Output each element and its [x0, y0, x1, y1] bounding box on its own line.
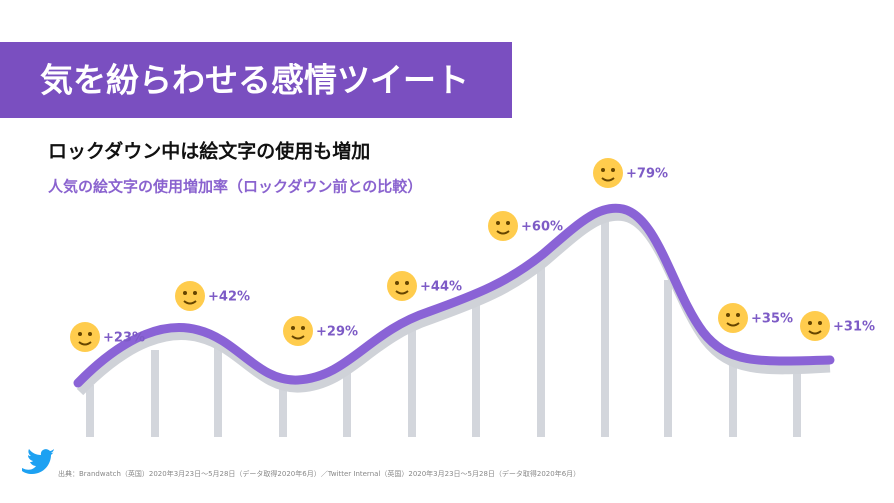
- emoji-face: [283, 316, 313, 346]
- emoji-mouth: [78, 341, 92, 346]
- title-banner: [0, 42, 512, 118]
- post: [408, 330, 416, 437]
- emoji-eye: [193, 291, 197, 295]
- post: [214, 345, 222, 437]
- emoji-eye: [183, 291, 187, 295]
- emoji-eye: [818, 321, 822, 325]
- emoji-eye: [395, 281, 399, 285]
- source: 出典：Brandwatch（英国）2020年3月23日〜5月28日（データ取得2…: [58, 469, 580, 478]
- emoji-eye: [405, 281, 409, 285]
- emoji-mouth: [496, 230, 510, 235]
- emoji-eye: [88, 332, 92, 336]
- heading: ロックダウン中は絵文字の使用も増加: [48, 140, 370, 163]
- emoji-mouth: [726, 322, 740, 327]
- twitter-logo: [22, 449, 54, 474]
- emoji-face: [175, 281, 205, 311]
- emoji-mouth: [291, 335, 305, 340]
- emoji-eye: [726, 313, 730, 317]
- increase-label: +44%: [420, 280, 462, 295]
- increase-label: +60%: [521, 220, 563, 235]
- emoji-eye: [601, 168, 605, 172]
- increase-label: +79%: [626, 167, 668, 182]
- subheading: 人気の絵文字の使用増加率（ロックダウン前との比較）: [48, 178, 422, 196]
- post: [151, 350, 159, 437]
- post: [729, 365, 737, 437]
- emoji-face: [593, 158, 623, 188]
- post: [279, 385, 287, 437]
- post: [664, 280, 672, 437]
- post: [537, 262, 545, 437]
- increase-label: +31%: [833, 320, 875, 335]
- emoji-face: [387, 271, 417, 301]
- emoji-eye: [496, 221, 500, 225]
- post: [601, 215, 609, 437]
- increase-label: +35%: [751, 312, 793, 327]
- emoji-mouth: [183, 300, 197, 305]
- post: [472, 300, 480, 437]
- post: [86, 385, 94, 437]
- increase-label: +23%: [103, 331, 145, 346]
- emoji-eye: [291, 326, 295, 330]
- emoji-face: [718, 303, 748, 333]
- curve: [73, 203, 835, 388]
- emoji-eye: [736, 313, 740, 317]
- emoji-face: [800, 311, 830, 341]
- emoji-face: [488, 211, 518, 241]
- emoji-items: +23% +42% +29% +44% +60% +79% +35% +31%: [70, 158, 875, 352]
- emoji-eye: [611, 168, 615, 172]
- emoji-eye: [78, 332, 82, 336]
- emoji-mouth: [808, 330, 822, 335]
- title: 気を紛らわせる感情ツイート: [40, 61, 469, 100]
- emoji-face: [70, 322, 100, 352]
- emoji-eye: [506, 221, 510, 225]
- post: [793, 372, 801, 437]
- posts: [86, 215, 801, 437]
- emoji-mouth: [601, 177, 615, 182]
- emoji-eye: [301, 326, 305, 330]
- increase-label: +29%: [316, 325, 358, 340]
- emoji-mouth: [395, 290, 409, 295]
- increase-label: +42%: [208, 290, 250, 305]
- post: [343, 368, 351, 437]
- emoji-eye: [808, 321, 812, 325]
